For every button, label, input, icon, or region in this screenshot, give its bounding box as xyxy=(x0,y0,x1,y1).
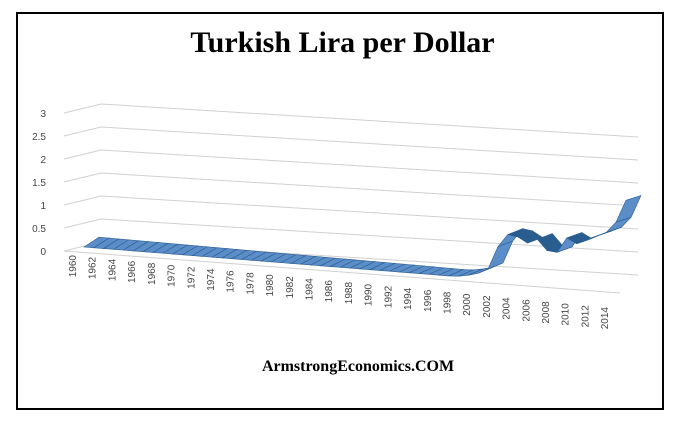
x-tick-label: 1960 xyxy=(68,255,79,278)
floor-line xyxy=(63,250,621,294)
x-tick-label: 1994 xyxy=(403,287,414,310)
y-tick-label: 0 xyxy=(40,247,46,258)
gridline xyxy=(63,195,639,230)
x-tick-label: 1970 xyxy=(167,264,178,287)
x-tick-label: 1984 xyxy=(305,278,316,301)
x-tick-label: 2008 xyxy=(541,301,552,324)
x-tick-label: 1976 xyxy=(226,270,237,293)
x-tick-label: 1996 xyxy=(423,289,434,312)
y-tick-label: 2 xyxy=(40,155,46,166)
x-tick-label: 1986 xyxy=(324,280,335,303)
gridline xyxy=(63,149,639,184)
x-tick-label: 1974 xyxy=(206,268,217,291)
x-tick-label: 2000 xyxy=(462,293,473,316)
x-tick-label: 2004 xyxy=(502,297,513,320)
x-tick-label: 1964 xyxy=(107,258,118,281)
x-tick-label: 2012 xyxy=(580,305,591,328)
x-tick-label: 1966 xyxy=(127,260,138,283)
y-tick-label: 0.5 xyxy=(32,224,46,235)
y-tick-label: 3 xyxy=(40,109,46,120)
gridline xyxy=(63,218,639,253)
x-tick-label: 1968 xyxy=(147,262,158,285)
grid-lines xyxy=(63,103,639,294)
x-tick-label: 1988 xyxy=(344,282,355,305)
x-tick-label: 1972 xyxy=(186,266,197,289)
y-tick-label: 1 xyxy=(40,201,46,212)
x-tick-label: 2002 xyxy=(482,295,493,318)
x-tick-label: 1992 xyxy=(383,285,394,308)
chart-footer: ArmstrongEconomics.COM xyxy=(261,358,455,375)
gridline xyxy=(63,172,639,207)
x-tick-label: 1962 xyxy=(88,256,99,279)
x-tick-label: 1998 xyxy=(442,291,453,314)
gridline xyxy=(63,103,639,138)
x-tick-label: 2010 xyxy=(561,303,572,326)
x-tick-label: 1990 xyxy=(364,283,375,306)
y-tick-label: 1.5 xyxy=(32,178,46,189)
chart-title: Turkish Lira per Dollar xyxy=(190,26,495,59)
x-tick-label: 1982 xyxy=(285,276,296,299)
ribbon-series xyxy=(83,195,642,277)
y-tick-label: 2.5 xyxy=(32,132,46,143)
ribbon-segment xyxy=(615,195,642,223)
x-tick-label: 2014 xyxy=(600,307,611,330)
x-tick-label: 1978 xyxy=(245,272,256,295)
gridline xyxy=(63,126,639,161)
x-tick-label: 2006 xyxy=(521,299,532,322)
x-tick-label: 1980 xyxy=(265,274,276,297)
y-axis-ticks: 0 0.5 1 1.5 2 2.5 3 xyxy=(32,109,46,258)
x-axis-ticks: 1960 1962 1964 1966 1968 1970 1972 1974 1976 1978… xyxy=(68,255,611,330)
